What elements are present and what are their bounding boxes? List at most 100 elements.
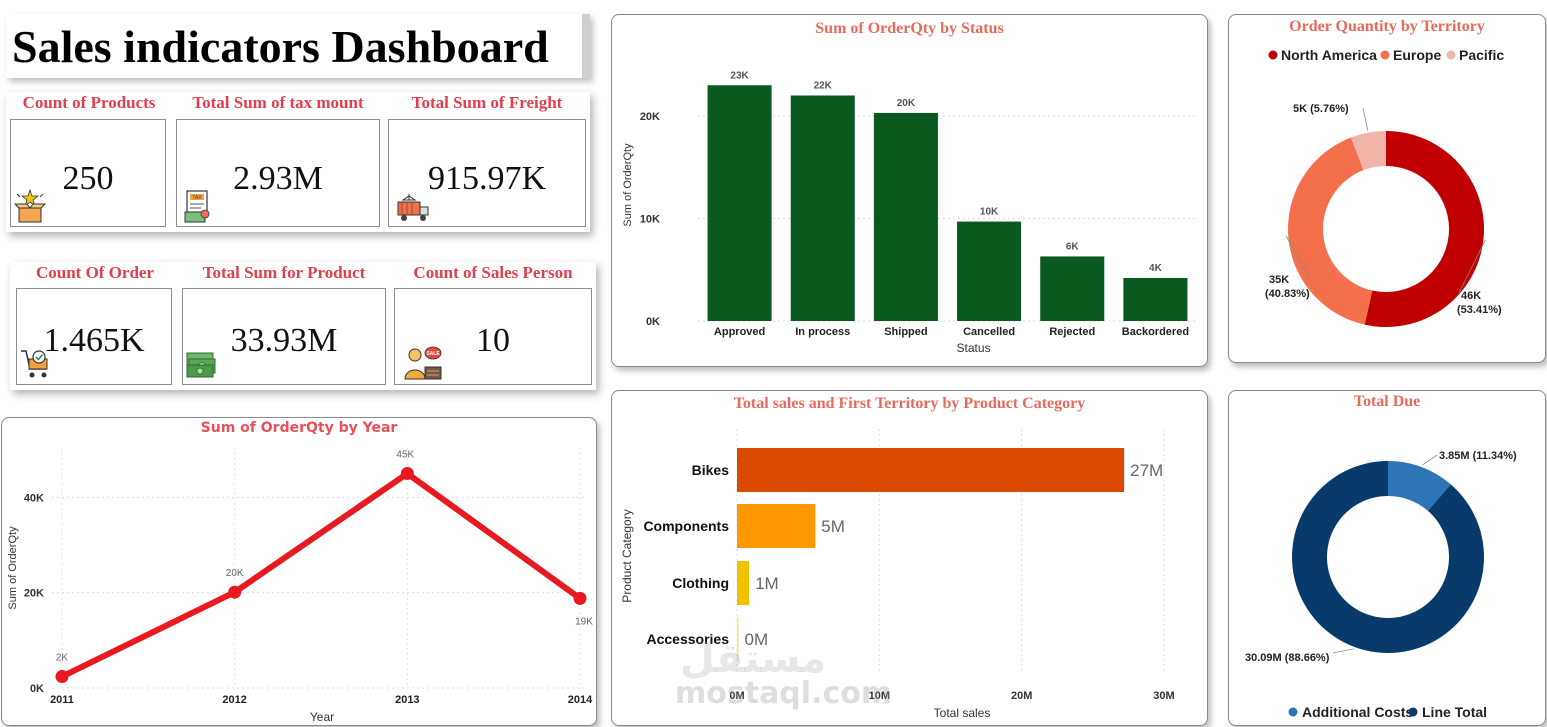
- kpi-label-tax-amount: Total Sum of tax mount: [192, 93, 364, 112]
- product-box-icon: [13, 188, 47, 223]
- kpi-value-freight: 915.97K: [427, 160, 547, 197]
- territory-leader-line: [1362, 107, 1369, 131]
- status-bar: [957, 221, 1022, 321]
- due-data-label: 30.09M (88.66%): [1245, 652, 1330, 664]
- status-chart-title: Sum of OrderQty by Status: [815, 20, 1004, 37]
- year-y-label: Sum of OrderQty: [7, 526, 19, 610]
- due-leader-line: [1332, 648, 1354, 654]
- territory-chart: North America Europe Pacific 46K (53.41%) 35K…: [1265, 47, 1504, 327]
- territory-legend-label: North America: [1281, 47, 1377, 63]
- due-legend-marker: [1288, 707, 1298, 717]
- due-legend-label: Additional Costs: [1302, 704, 1413, 720]
- kpi-card-sum-product[interactable]: 33.93M: [182, 288, 386, 385]
- status-chart-panel: Sum of OrderQty by Status 0K 10K 20K 23K App…: [611, 14, 1208, 367]
- kpi-card-freight[interactable]: 915.97K: [388, 119, 586, 227]
- kpi-label-freight: Total Sum of Freight: [411, 93, 563, 112]
- territory-legend-label: Pacific: [1459, 47, 1504, 63]
- year-series-line: [60, 470, 582, 680]
- due-chart-title: Total Due: [1353, 393, 1421, 410]
- category-data-label: 5M: [821, 517, 845, 536]
- kpi-value-count-order: 1.465K: [43, 322, 145, 359]
- status-x-tick: Backordered: [1122, 326, 1189, 338]
- category-x-label: Total sales: [934, 706, 991, 720]
- category-chart-title: Total sales and First Territory by Produ…: [733, 395, 1086, 412]
- kpi-value-sum-product: 33.93M: [230, 322, 338, 359]
- year-point: [55, 670, 69, 684]
- territory-data-label: 5K (5.76%): [1293, 103, 1349, 115]
- category-y-tick: Accessories: [646, 631, 729, 647]
- svg-text:SALE: SALE: [426, 351, 440, 357]
- due-legend-marker: [1408, 707, 1418, 717]
- territory-legend-marker: [1268, 50, 1278, 60]
- kpi-value-sales-person: 10: [476, 322, 510, 359]
- kpi-card-tax-amount[interactable]: 2.93M TAX: [176, 119, 380, 227]
- watermark-arabic: مستقل: [680, 636, 827, 682]
- status-x-tick: Approved: [714, 326, 765, 338]
- category-chart: 0M 10M 20M 30M 27M Bikes 5M Components 1M Clothin…: [620, 429, 1175, 720]
- territory-percent-label: (40.83%): [1265, 288, 1310, 300]
- status-data-label: 22K: [814, 81, 833, 92]
- due-chart-panel: Total Due 3.85M (11.34%) 30.09M (88.66%) A…: [1228, 390, 1546, 726]
- status-bar: [707, 85, 772, 321]
- year-y-tick: 20K: [24, 588, 44, 600]
- year-point: [400, 467, 414, 481]
- watermark-latin: mostaql.com: [675, 676, 893, 711]
- status-y-tick: 10K: [640, 214, 660, 226]
- kpi-card-count-order[interactable]: 1.465K: [16, 288, 172, 385]
- category-data-label: 0M: [745, 630, 769, 649]
- status-y-tick: 0K: [646, 316, 660, 328]
- territory-legend-label: Europe: [1393, 47, 1441, 63]
- tax-document-icon: TAX: [184, 190, 210, 223]
- year-point: [228, 585, 242, 599]
- status-x-label: Status: [956, 341, 990, 355]
- status-y-tick: 20K: [640, 111, 660, 123]
- category-x-tick: 20M: [1011, 690, 1032, 702]
- year-chart-title: Sum of OrderQty by Year: [200, 420, 398, 436]
- category-x-tick: 30M: [1153, 690, 1174, 702]
- kpi-label-sum-product: Total Sum for Product: [202, 263, 366, 282]
- territory-legend-marker: [1380, 50, 1390, 60]
- kpi-value-count-products: 250: [62, 160, 114, 197]
- kpi-card-sales-person[interactable]: 10 SALE: [394, 288, 592, 385]
- category-y-tick: Bikes: [692, 462, 730, 478]
- year-y-tick: 40K: [24, 492, 44, 504]
- status-data-label: 20K: [897, 98, 916, 109]
- shopping-cart-icon: [21, 350, 48, 378]
- category-bar: [737, 448, 1125, 492]
- money-stack-icon: [186, 352, 216, 378]
- freight-truck-icon: [397, 194, 429, 221]
- year-data-label: 20K: [226, 568, 244, 579]
- due-data-label: 3.85M (11.34%): [1439, 450, 1517, 462]
- territory-leader-line: [1458, 239, 1486, 294]
- year-data-label: 45K: [396, 450, 414, 461]
- status-x-tick: Cancelled: [963, 326, 1015, 338]
- category-bar: [737, 561, 750, 605]
- due-legend-label: Line Total: [1422, 704, 1487, 720]
- year-x-tick: 2012: [222, 694, 246, 706]
- status-x-tick: In process: [795, 326, 850, 338]
- due-slice: [1292, 461, 1484, 653]
- territory-data-label: 35K: [1269, 274, 1289, 286]
- year-x-tick: 2014: [568, 694, 593, 706]
- kpi-label-count-products: Count of Products: [22, 93, 156, 112]
- kpi-group-top: Count of Products Total Sum of tax mount…: [6, 92, 590, 232]
- category-x-tick: 0M: [729, 690, 744, 702]
- year-x-label: Year: [310, 710, 334, 724]
- category-bar: [737, 504, 816, 548]
- salesperson-icon: SALE: [404, 346, 442, 380]
- category-y-tick: Components: [643, 518, 729, 534]
- category-data-label: 27M: [1130, 461, 1163, 480]
- territory-legend-marker: [1446, 50, 1456, 60]
- kpi-label-sales-person: Count of Sales Person: [413, 263, 573, 282]
- territory-data-label: 46K: [1461, 290, 1481, 302]
- status-x-tick: Rejected: [1049, 326, 1095, 338]
- territory-chart-title: Order Quantity by Territory: [1289, 18, 1485, 35]
- due-chart: 3.85M (11.34%) 30.09M (88.66%) Additional …: [1245, 450, 1517, 720]
- status-bar: [1040, 256, 1105, 321]
- territory-slice: [1364, 131, 1484, 327]
- kpi-card-count-products[interactable]: 250: [10, 119, 166, 227]
- territory-chart-panel: Order Quantity by Territory North Americ…: [1228, 14, 1546, 363]
- dashboard-title-box: Sales indicators Dashboard: [6, 14, 590, 78]
- kpi-value-tax-amount: 2.93M: [233, 160, 323, 197]
- due-slice: [1388, 461, 1451, 511]
